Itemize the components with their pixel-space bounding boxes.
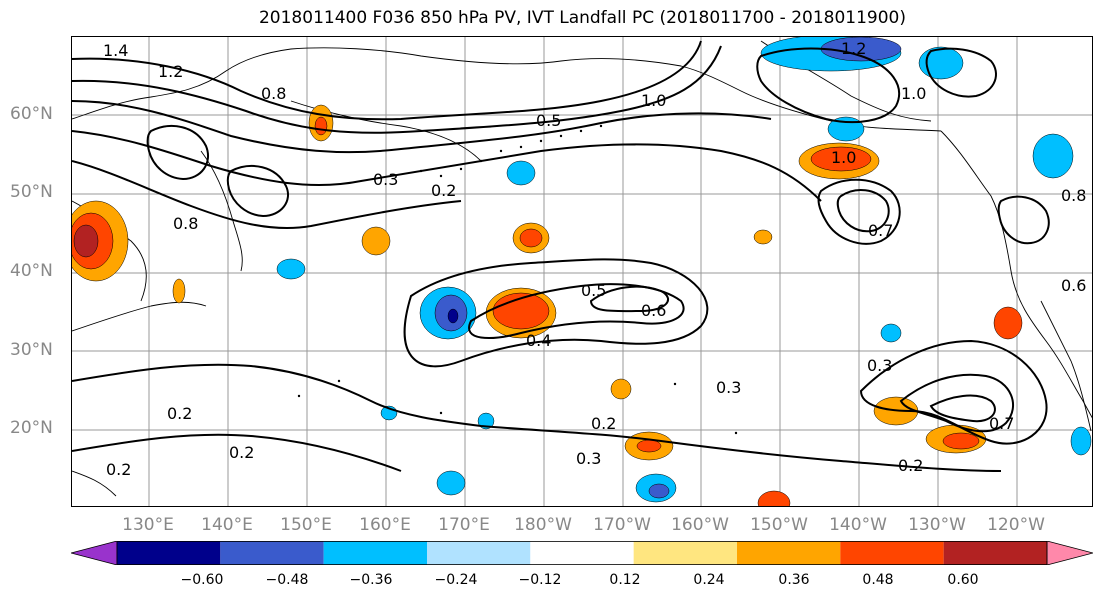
lon-label-130w: 130°W	[908, 515, 966, 535]
lon-label-160e: 160°E	[359, 515, 411, 535]
contour-label: 0.5	[536, 111, 561, 130]
colorbar-tick-label: −0.36	[349, 572, 393, 588]
colorbar-segment	[117, 541, 221, 565]
colorbar-extend-min	[71, 541, 118, 565]
colorbar-tick-label: −0.24	[434, 572, 478, 588]
colorbar-segment	[943, 541, 1047, 565]
contour-label: 0.2	[167, 404, 192, 423]
contour-label: 0.2	[591, 414, 616, 433]
contour-label: 0.2	[106, 460, 131, 479]
contour-label: 0.2	[229, 443, 254, 462]
lat-label-30n: 30°N	[10, 340, 53, 360]
contour-label: 0.6	[1061, 276, 1086, 295]
pv-shading	[72, 37, 1092, 506]
colorbar-segment	[530, 541, 634, 565]
lat-label-50n: 50°N	[10, 182, 53, 202]
contour-label: 0.3	[716, 378, 741, 397]
lon-label-150e: 150°E	[280, 515, 332, 535]
lat-label-20n: 20°N	[10, 418, 53, 438]
lat-label-60n: 60°N	[10, 104, 53, 124]
colorbar	[71, 541, 1093, 565]
lon-label-130e: 130°E	[122, 515, 174, 535]
colorbar-tick-label: −0.60	[180, 572, 224, 588]
contour-label: 0.7	[989, 414, 1014, 433]
colorbar-tick-label: 0.48	[862, 572, 894, 588]
contour-label: 0.3	[576, 449, 601, 468]
colorbar-segment	[633, 541, 737, 565]
contour-label: 1.0	[641, 91, 666, 110]
contour-label: 1.4	[103, 41, 128, 60]
contour-label: 0.4	[526, 331, 551, 350]
map-panel: 1.4 1.2 0.8 0.5 0.3 0.2 0.6 0.8 1.0 1.2 …	[71, 36, 1093, 507]
colorbar-tick-label: 0.24	[693, 572, 725, 588]
contour-label: 0.8	[261, 84, 286, 103]
contour-label: 1.0	[901, 84, 926, 103]
contour-label: 0.6	[641, 301, 666, 320]
colorbar-frame	[116, 541, 1048, 565]
contour-label: 0.2	[898, 456, 923, 475]
contour-label: 1.2	[158, 62, 183, 81]
lon-label-150w: 150°W	[750, 515, 808, 535]
colorbar-tick-label: −0.48	[265, 572, 309, 588]
lon-label-170w: 170°W	[593, 515, 651, 535]
lon-label-140w: 140°W	[829, 515, 887, 535]
lon-label-170e: 170°E	[438, 515, 490, 535]
lon-label-180w: 180°W	[514, 515, 572, 535]
colorbar-segment	[427, 541, 531, 565]
contour-label: 0.8	[173, 214, 198, 233]
contour-label-group: 1.4 1.2 0.8 0.5 0.3 0.2 0.6 0.8 1.0 1.2 …	[103, 39, 1086, 479]
pv-contours	[72, 40, 1050, 472]
map-canvas: 1.4 1.2 0.8 0.5 0.3 0.2 0.6 0.8 1.0 1.2 …	[72, 37, 1092, 506]
map-title: 2018011400 F036 850 hPa PV, IVT Landfall…	[258, 8, 906, 28]
colorbar-segment	[220, 541, 324, 565]
colorbar-segment	[323, 541, 427, 565]
contour-label: 1.0	[831, 148, 856, 167]
lon-label-160w: 160°W	[671, 515, 729, 535]
colorbar-tick-label: 0.36	[778, 572, 810, 588]
contour-label: 0.3	[373, 170, 398, 189]
contour-label: 0.7	[868, 221, 893, 240]
contour-label: 0.5	[581, 281, 606, 300]
contour-label: 0.8	[1061, 186, 1086, 205]
colorbar-tick-label: 0.60	[947, 572, 979, 588]
colorbar-segment	[840, 541, 944, 565]
contour-label: 0.3	[867, 356, 892, 375]
contour-label: 0.2	[431, 181, 456, 200]
colorbar-extend-max	[1046, 541, 1093, 565]
colorbar-segment	[737, 541, 841, 565]
colorbar-tick-label: 0.12	[609, 572, 641, 588]
lat-label-40n: 40°N	[10, 261, 53, 281]
lon-label-140e: 140°E	[201, 515, 253, 535]
lon-label-120w: 120°W	[987, 515, 1045, 535]
colorbar-tick-label: −0.12	[518, 572, 562, 588]
contour-label: 1.2	[841, 39, 866, 58]
